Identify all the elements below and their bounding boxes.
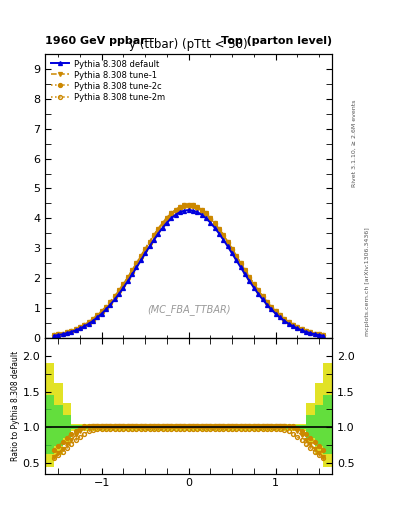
Pythia 8.308 tune-1 — [125, 274, 130, 280]
Legend: Pythia 8.308 default, Pythia 8.308 tune-1, Pythia 8.308 tune-2c, Pythia 8.308 tu: Pythia 8.308 default, Pythia 8.308 tune-… — [50, 58, 166, 103]
Pythia 8.308 tune-2c — [178, 204, 182, 210]
Pythia 8.308 default — [51, 333, 56, 339]
Pythia 8.308 tune-2m — [191, 203, 195, 209]
Line: Pythia 8.308 default: Pythia 8.308 default — [52, 208, 325, 338]
Pythia 8.308 tune-2c — [191, 202, 195, 208]
Pythia 8.308 tune-2m — [134, 261, 139, 267]
Pythia 8.308 tune-1 — [317, 331, 321, 337]
Pythia 8.308 tune-1 — [134, 260, 139, 266]
Pythia 8.308 tune-2c — [186, 202, 191, 208]
Line: Pythia 8.308 tune-1: Pythia 8.308 tune-1 — [52, 203, 325, 337]
Text: Top (parton level): Top (parton level) — [221, 36, 332, 46]
Text: Rivet 3.1.10, ≥ 2.6M events: Rivet 3.1.10, ≥ 2.6M events — [352, 100, 357, 187]
Text: (MC_FBA_TTBAR): (MC_FBA_TTBAR) — [147, 304, 230, 315]
Pythia 8.308 tune-2c — [321, 332, 326, 338]
Pythia 8.308 tune-1 — [321, 332, 326, 338]
Pythia 8.308 tune-2c — [125, 274, 130, 280]
Pythia 8.308 default — [191, 207, 195, 214]
Pythia 8.308 tune-2c — [134, 260, 139, 266]
Pythia 8.308 default — [134, 264, 139, 270]
Pythia 8.308 tune-2m — [243, 268, 248, 274]
Pythia 8.308 tune-1 — [51, 332, 56, 338]
Pythia 8.308 tune-2c — [317, 331, 321, 337]
Pythia 8.308 tune-1 — [191, 202, 195, 208]
Pythia 8.308 tune-2m — [178, 205, 182, 211]
Title: y (t̅t̅bar) (pTtt < 50): y (t̅t̅bar) (pTtt < 50) — [129, 38, 248, 51]
Text: 1960 GeV ppbar: 1960 GeV ppbar — [45, 36, 146, 46]
Pythia 8.308 tune-1 — [243, 267, 248, 273]
Pythia 8.308 tune-2m — [51, 332, 56, 338]
Pythia 8.308 default — [243, 271, 248, 278]
Pythia 8.308 tune-1 — [178, 204, 182, 210]
Y-axis label: Ratio to Pythia 8.308 default: Ratio to Pythia 8.308 default — [11, 351, 20, 461]
Text: mcplots.cern.ch [arXiv:1306.3436]: mcplots.cern.ch [arXiv:1306.3436] — [365, 227, 371, 336]
Line: Pythia 8.308 tune-2m: Pythia 8.308 tune-2m — [52, 204, 325, 337]
Pythia 8.308 tune-1 — [186, 202, 191, 208]
Pythia 8.308 tune-2c — [51, 332, 56, 338]
Pythia 8.308 tune-2m — [186, 203, 191, 209]
Pythia 8.308 default — [186, 207, 191, 213]
Pythia 8.308 default — [125, 278, 130, 284]
Line: Pythia 8.308 tune-2c: Pythia 8.308 tune-2c — [52, 203, 325, 337]
Pythia 8.308 tune-2c — [243, 267, 248, 273]
Pythia 8.308 tune-2m — [317, 332, 321, 338]
Pythia 8.308 tune-2m — [321, 332, 326, 338]
Pythia 8.308 default — [321, 333, 326, 339]
Pythia 8.308 tune-2m — [125, 275, 130, 282]
Pythia 8.308 default — [317, 332, 321, 338]
Pythia 8.308 default — [178, 209, 182, 215]
